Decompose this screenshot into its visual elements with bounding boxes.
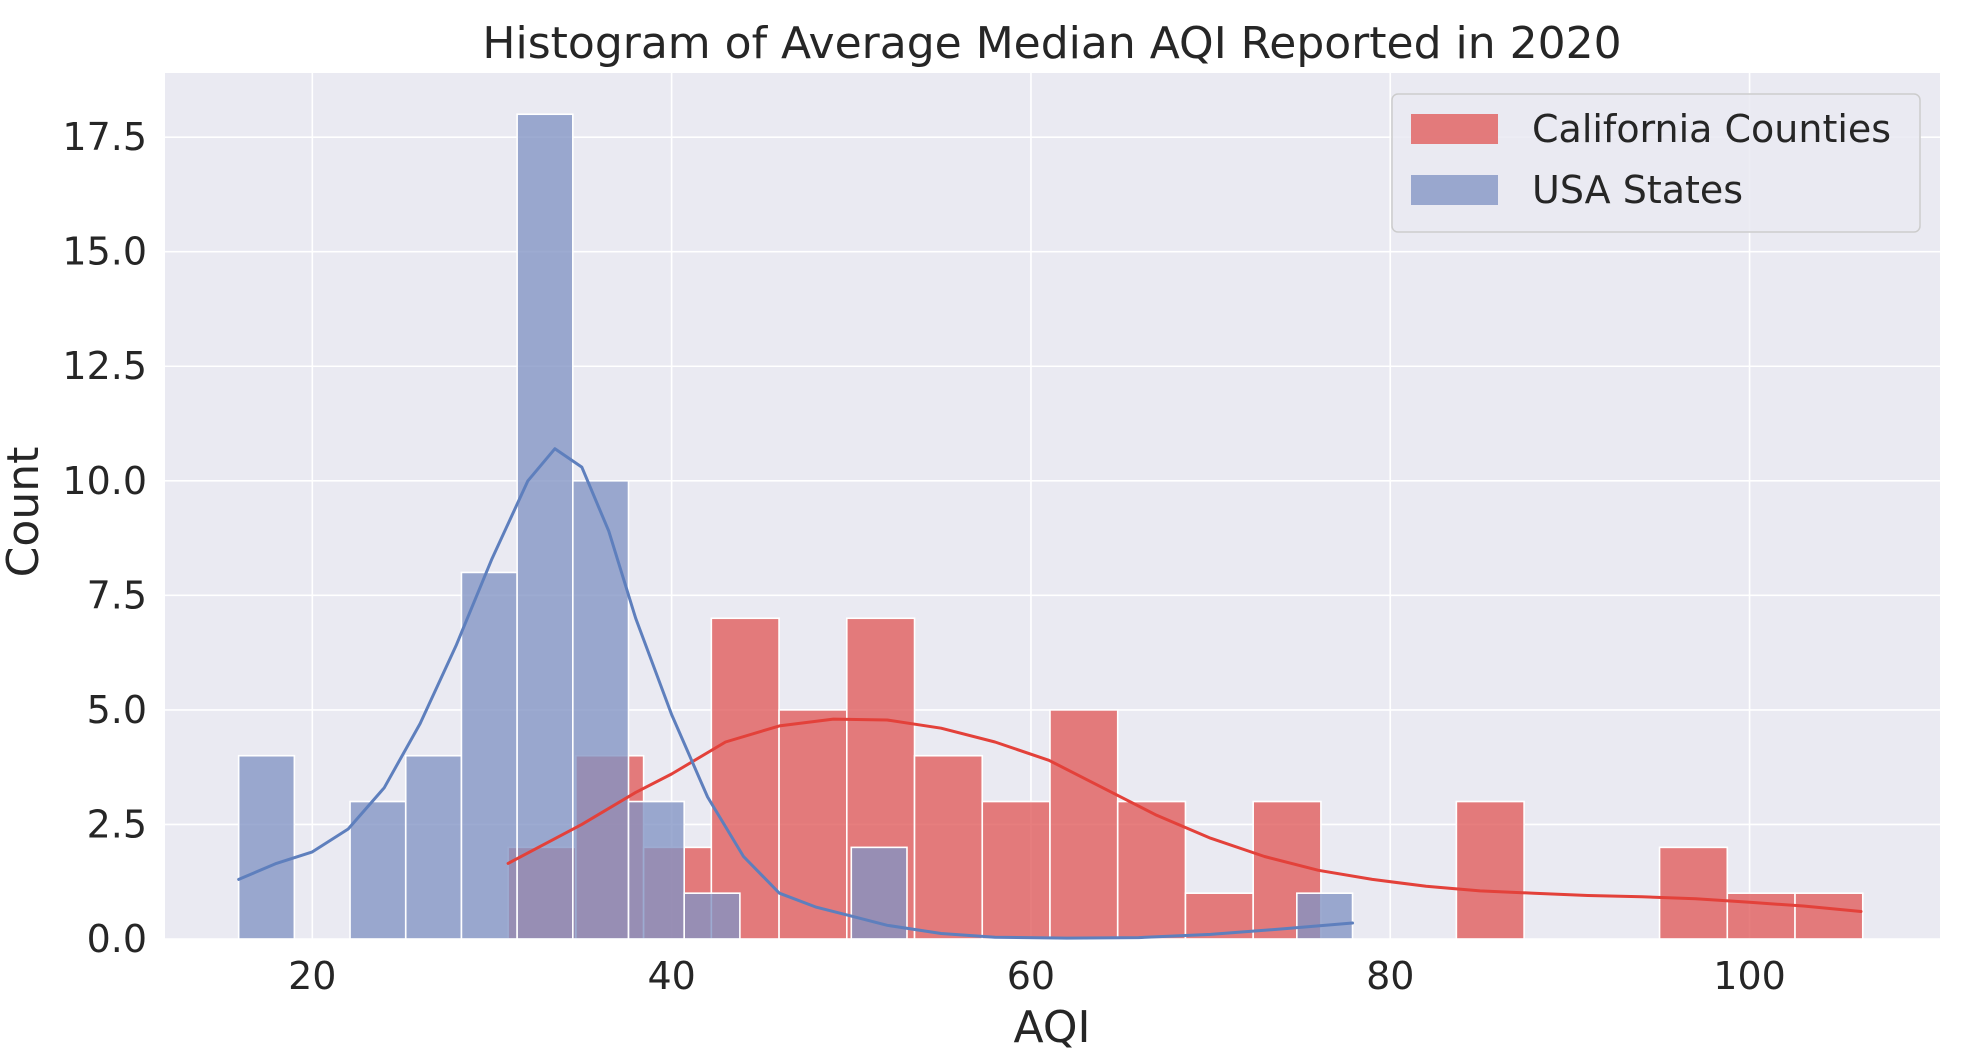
legend-label-usa: USA States [1532,168,1743,212]
bar-california [1049,709,1119,940]
bar-usa [627,800,686,940]
bar-usa [404,754,463,940]
bar-usa [237,754,296,940]
kde-line-usa [237,447,1354,940]
legend: California Counties USA States [1391,93,1921,233]
y-tick-labels: 0.0 2.5 5.0 7.5 10.0 12.5 15.0 17.5 [62,115,147,961]
bar-california [1184,892,1254,940]
bar-usa [850,846,908,940]
y-axis-label: Count [0,447,49,578]
chart-title: Histogram of Average Median AQI Reported… [482,18,1621,69]
x-tick-label: 20 [288,954,336,998]
x-tick-label: 100 [1713,954,1786,998]
legend-swatch-california [1411,114,1498,144]
y-tick-label: 15.0 [62,230,147,274]
x-axis-label: AQI [1014,1002,1091,1053]
y-tick-label: 0.0 [87,917,147,961]
y-tick-label: 5.0 [87,688,147,732]
bar-california [913,754,984,940]
bar-usa [1296,892,1354,940]
bar-usa [683,892,741,940]
y-tick-label: 2.5 [87,802,147,846]
histogram-bars [237,113,1864,940]
bar-california [1794,892,1864,940]
bar-usa [516,113,574,940]
bar-california [981,800,1051,940]
x-tick-label: 40 [647,954,695,998]
bar-california [1455,800,1525,940]
bar-usa [349,800,407,940]
bar-california [710,617,780,940]
x-tick-labels: 20 40 60 80 100 [288,954,1786,998]
x-tick-label: 60 [1007,954,1055,998]
legend-label-california: California Counties [1532,107,1891,151]
legend-box [1391,93,1921,233]
legend-swatch-usa [1411,175,1498,205]
kde-line-california [506,717,1863,913]
bar-california [1658,846,1729,940]
kde-curves [237,447,1863,940]
bar-california [1116,800,1187,940]
x-tick-label: 80 [1366,954,1414,998]
y-tick-label: 17.5 [62,115,147,159]
bar-usa [572,479,630,940]
bar-usa [460,571,518,940]
y-tick-label: 12.5 [62,344,147,388]
y-tick-label: 7.5 [87,573,147,617]
bar-california [778,709,848,940]
y-tick-label: 10.0 [62,459,147,503]
